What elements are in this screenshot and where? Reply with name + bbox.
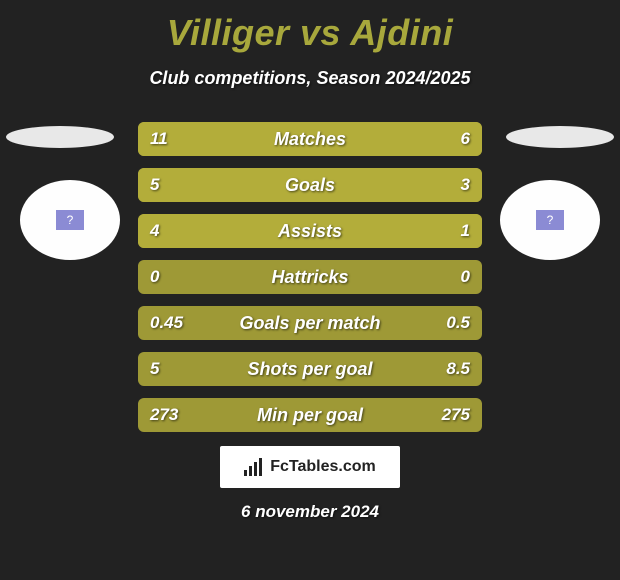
page-title: Villiger vs Ajdini [0,0,620,54]
stat-row: 273275Min per goal [138,398,482,432]
stat-label: Min per goal [138,398,482,432]
stat-row: 0.450.5Goals per match [138,306,482,340]
player-left-badge: ? [20,180,120,260]
stat-label: Shots per goal [138,352,482,386]
stat-row: 58.5Shots per goal [138,352,482,386]
stat-row: 00Hattricks [138,260,482,294]
player-right-shadow [506,126,614,148]
stat-label: Goals [138,168,482,202]
stat-label: Hattricks [138,260,482,294]
stat-label: Matches [138,122,482,156]
question-icon: ? [56,210,84,230]
stats-container: 116Matches 53Goals 41Assists 00Hattricks 0.4… [138,122,482,444]
chart-icon [244,458,264,476]
stat-row: 116Matches [138,122,482,156]
brand-text: FcTables.com [270,458,376,476]
question-icon: ? [536,210,564,230]
footer-date: 6 november 2024 [0,502,620,522]
player-left-shadow [6,126,114,148]
player-right-badge: ? [500,180,600,260]
stat-label: Assists [138,214,482,248]
stat-label: Goals per match [138,306,482,340]
stat-row: 53Goals [138,168,482,202]
stat-row: 41Assists [138,214,482,248]
page-subtitle: Club competitions, Season 2024/2025 [0,68,620,89]
brand-badge[interactable]: FcTables.com [220,446,400,488]
